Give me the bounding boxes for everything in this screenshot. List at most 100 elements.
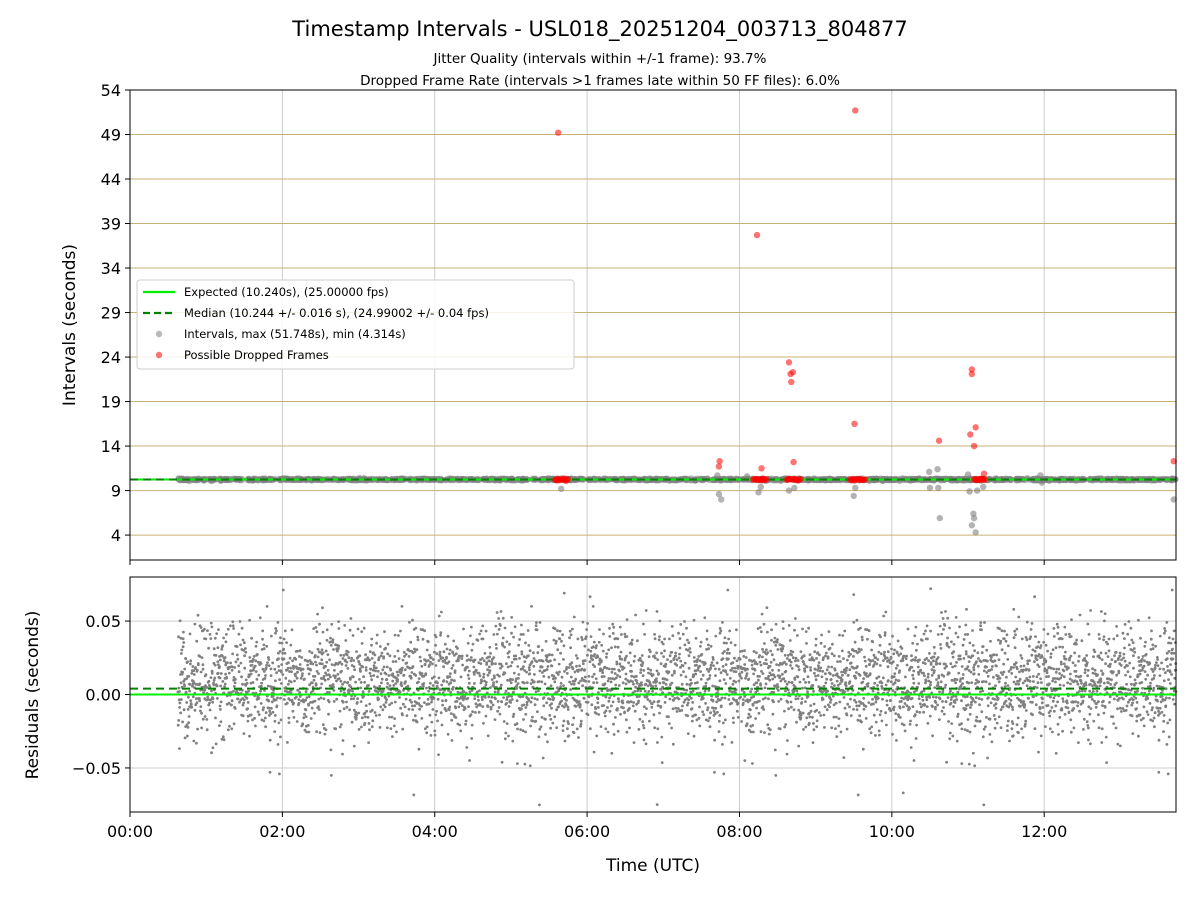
residual-point [532, 651, 535, 655]
residual-point [370, 708, 374, 712]
residual-point [181, 645, 185, 649]
residual-point [413, 650, 417, 653]
residual-point [371, 719, 375, 723]
residual-point [402, 673, 406, 677]
dropped-frame-point [967, 431, 974, 438]
residual-point [280, 663, 284, 666]
residual-point [198, 699, 202, 703]
residual-point [406, 684, 410, 688]
residual-point [723, 650, 726, 653]
residual-point [226, 627, 230, 631]
residual-point [783, 725, 787, 729]
residual-point [807, 626, 810, 630]
residual-point [567, 666, 571, 669]
residual-point [843, 690, 847, 694]
residual-point [416, 638, 420, 642]
residual-point [447, 660, 451, 664]
residual-point [204, 637, 208, 641]
residual-point [512, 635, 515, 639]
residual-point [525, 681, 529, 684]
interval-point [743, 473, 751, 480]
residual-point [540, 665, 544, 669]
residual-point [670, 726, 673, 730]
residual-point [509, 677, 512, 681]
residual-point [891, 689, 895, 692]
residual-point [723, 696, 727, 700]
residual-point [576, 637, 580, 641]
residual-point [275, 704, 279, 708]
residual-point [440, 610, 443, 614]
residual-point [843, 706, 847, 710]
residual-point [657, 672, 660, 675]
residual-point [869, 659, 872, 663]
residual-point [775, 663, 778, 666]
residual-point [852, 649, 856, 653]
residual-point [496, 709, 499, 713]
residual-point [784, 669, 788, 673]
residual-point [784, 662, 788, 666]
residual-point [332, 648, 335, 651]
residual-point [553, 715, 557, 719]
residual-point [745, 722, 749, 726]
residual-point [265, 663, 268, 667]
residual-point [433, 729, 437, 733]
residual-point [230, 668, 234, 672]
residual-point [855, 708, 859, 711]
residual-point [471, 710, 474, 714]
residual-point [195, 668, 199, 672]
residual-point [423, 727, 427, 731]
residual-point [840, 678, 844, 682]
residual-point [792, 708, 796, 712]
residual-point [213, 676, 217, 680]
residual-point [560, 699, 563, 703]
residual-point [736, 701, 740, 705]
residual-point [391, 660, 395, 663]
legend-dropped-label: Possible Dropped Frames [184, 348, 329, 362]
residual-point [747, 728, 751, 732]
residual-point [633, 709, 637, 713]
residual-point [482, 659, 486, 663]
residual-point [874, 734, 877, 737]
residual-point [520, 623, 523, 627]
residual-point [544, 639, 548, 643]
residual-point [222, 738, 226, 742]
residual-point [195, 701, 199, 705]
residual-point [882, 676, 885, 680]
residual-point [449, 712, 453, 715]
residual-point [246, 701, 250, 704]
residual-point [515, 722, 519, 726]
residual-point [844, 671, 847, 675]
residual-point [231, 620, 235, 624]
residual-point [830, 652, 834, 656]
residual-point [586, 622, 589, 625]
residual-point [364, 653, 367, 657]
intervals-frame [129, 89, 1177, 561]
residual-point [290, 628, 294, 632]
residual-point [552, 697, 556, 700]
residual-point [552, 638, 556, 642]
residual-point [178, 619, 182, 623]
residual-point [600, 675, 604, 679]
residual-point [186, 726, 190, 729]
residual-point [288, 670, 291, 673]
residual-point [554, 676, 557, 680]
residual-point [189, 659, 193, 663]
residual-point [392, 724, 396, 728]
residual-point [535, 660, 539, 663]
residual-point [519, 695, 522, 699]
residual-point [482, 721, 485, 725]
residual-point [317, 708, 321, 711]
residual-point [721, 657, 725, 661]
residual-point [625, 718, 628, 722]
residual-point [627, 700, 631, 704]
residual-point [755, 651, 758, 655]
residual-point [534, 719, 538, 723]
residual-point [668, 697, 672, 701]
residual-point [212, 678, 216, 682]
residual-point [650, 705, 654, 709]
residual-point [868, 727, 872, 731]
residual-point [634, 685, 637, 689]
residual-point [534, 690, 538, 694]
residual-point [219, 708, 222, 711]
residual-point [641, 661, 645, 664]
